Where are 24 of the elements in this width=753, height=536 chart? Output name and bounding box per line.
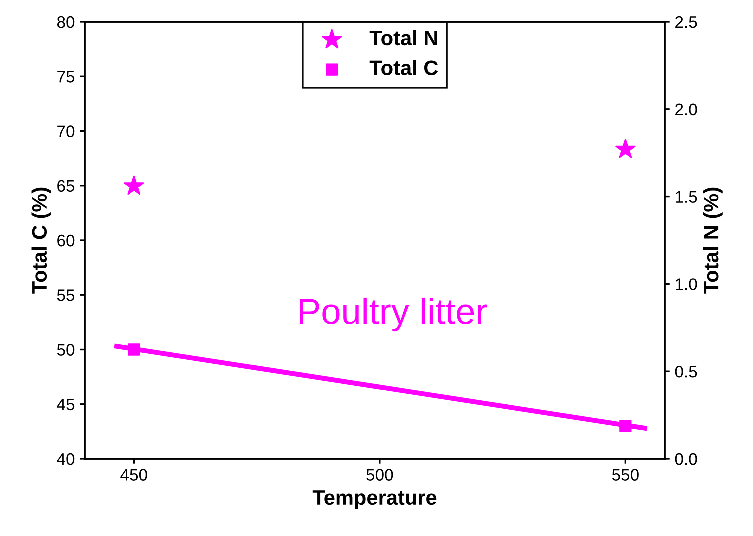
x-tick-label: 500 [366, 469, 394, 481]
y-axis-title: Total C (%) [32, 188, 52, 294]
y-tick-label: 65 [58, 180, 75, 192]
y-tick-label: 50 [57, 344, 75, 356]
y-tick-label: 70 [58, 126, 75, 138]
y2-tick-label: 2.5 [676, 16, 698, 28]
legend-label: Total C [370, 60, 438, 76]
legend-label: Total N [370, 30, 438, 46]
x-tick-label: 550 [612, 469, 639, 481]
x-tick-label: 450 [120, 469, 148, 481]
y2-tick-label: 2.0 [676, 104, 698, 116]
x-axis-title: Temperature [312, 490, 437, 510]
y-tick-label: 75 [58, 71, 75, 83]
y2-tick-label: 1.0 [676, 278, 698, 290]
y-tick-label: 45 [57, 398, 75, 411]
y-tick-label: 80 [57, 16, 75, 28]
y2-tick-label: 0.5 [675, 366, 698, 378]
y-tick-label: 55 [57, 290, 75, 302]
annotation: Poultry litter [300, 298, 488, 332]
y2-tick-label: 1.5 [676, 191, 698, 204]
y2-axis-title: Total N (%) [703, 188, 723, 294]
y-tick-label: 40 [57, 453, 75, 466]
y-tick-label: 60 [58, 234, 75, 247]
y2-tick-label: 0.0 [675, 453, 698, 466]
